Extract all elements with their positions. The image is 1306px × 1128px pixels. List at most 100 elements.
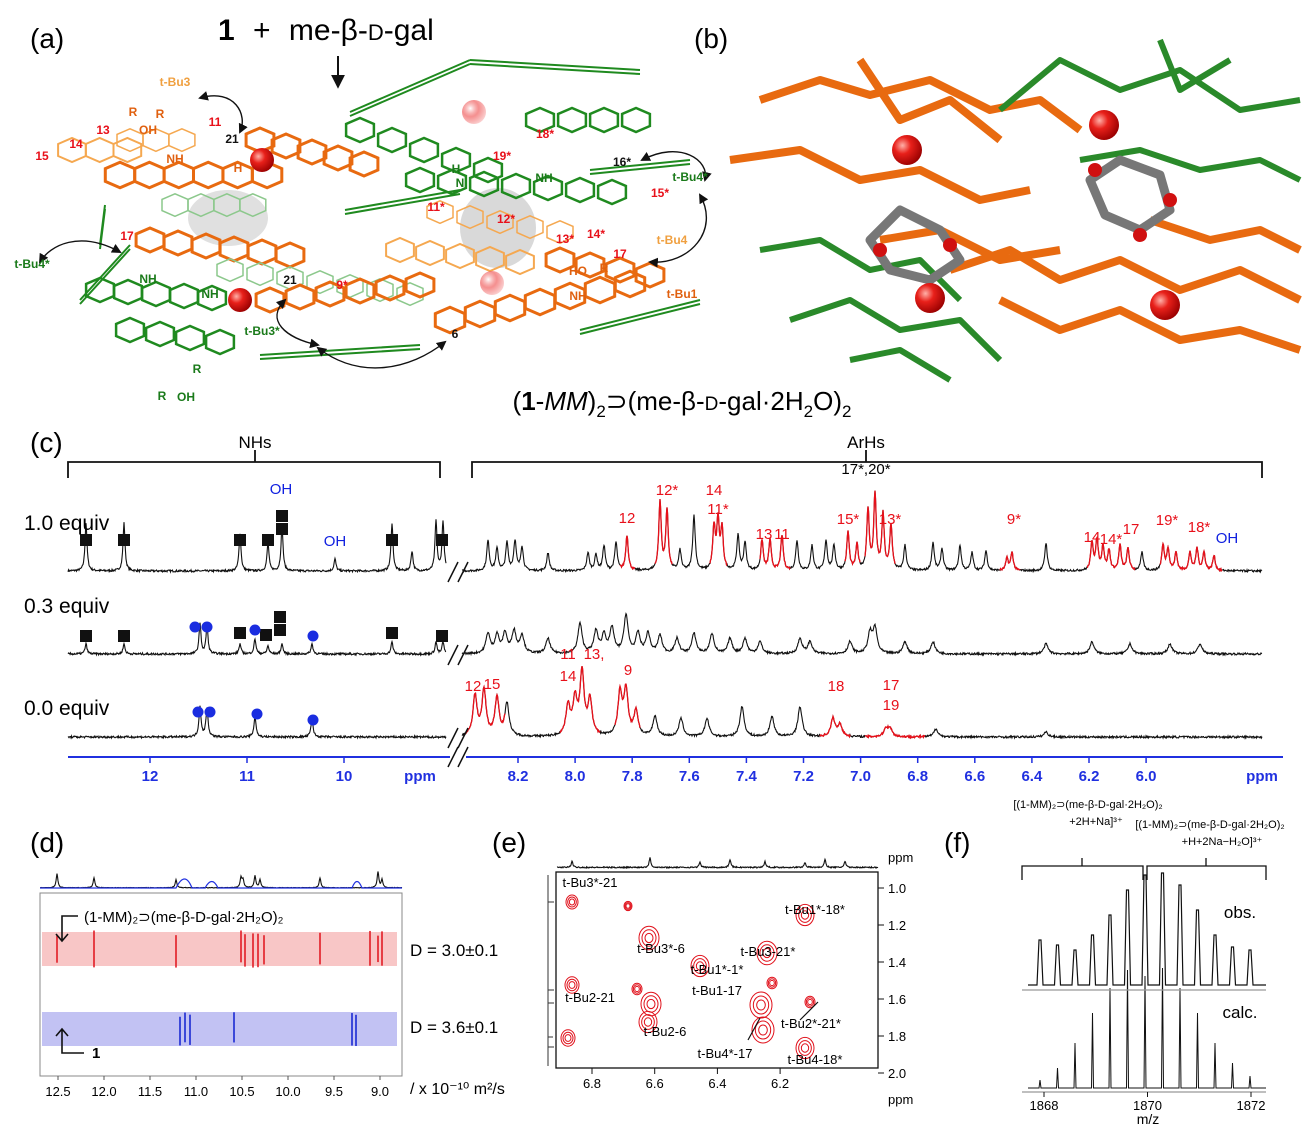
peak-label: 11* bbox=[707, 501, 729, 518]
nh-marker bbox=[192, 706, 204, 718]
nh-marker bbox=[234, 627, 246, 639]
cross-peak bbox=[690, 954, 710, 978]
ring bbox=[472, 156, 504, 184]
ring bbox=[254, 286, 286, 314]
cross-peak-label: t-Bu4-18* bbox=[788, 1052, 843, 1067]
axis-unit: ppm bbox=[888, 1092, 913, 1107]
cross-peak-label: t-Bu1*-1* bbox=[691, 962, 744, 977]
atom-label: H bbox=[452, 162, 461, 176]
peak-note: 17*,20* bbox=[841, 461, 890, 478]
ring bbox=[112, 278, 144, 306]
cross-peak bbox=[754, 1020, 772, 1040]
peak-label: 17 bbox=[883, 677, 900, 694]
nh-marker bbox=[262, 534, 274, 546]
ring bbox=[475, 245, 505, 273]
cross-peak bbox=[800, 1043, 810, 1053]
axis-break bbox=[447, 644, 469, 666]
cross-peak bbox=[800, 910, 810, 920]
trace-label: 0.0 equiv bbox=[24, 697, 110, 720]
ring bbox=[84, 276, 116, 304]
ion-label: [(1-MM)₂⊃(me-β-D-gal·2H₂O)₂ bbox=[1135, 819, 1284, 831]
cross-peak bbox=[693, 958, 707, 974]
stick bbox=[998, 296, 1302, 354]
x-tick-label: 10.5 bbox=[229, 1084, 254, 1099]
cross-peak bbox=[560, 1029, 576, 1047]
spectrum-trace bbox=[461, 666, 1263, 741]
x-tick-label: 1868 bbox=[1030, 1098, 1059, 1113]
c: 2 bbox=[842, 402, 851, 421]
cross-peak bbox=[769, 979, 775, 987]
nOe-arrow bbox=[39, 240, 122, 264]
nh-marker bbox=[80, 534, 92, 546]
ring bbox=[385, 236, 415, 264]
cross-peak-label: t-Bu4*-17 bbox=[698, 1046, 753, 1061]
atom-label: t-Bu3 bbox=[160, 75, 191, 89]
spectrum-highlight bbox=[1086, 536, 1136, 571]
ring bbox=[436, 168, 468, 196]
group-label: NHs bbox=[238, 433, 271, 452]
c: O) bbox=[813, 386, 842, 416]
group-label: ArHs bbox=[847, 433, 885, 452]
spectrum-highlight bbox=[559, 666, 601, 734]
oxygen bbox=[873, 243, 887, 257]
plus: + bbox=[253, 14, 271, 47]
atom-label: OH bbox=[139, 123, 157, 137]
axis-break bbox=[447, 727, 469, 749]
noesy-plot: t-Bu3*-21 t-Bu3*-6 t-Bu1*-1* t-Bu1*-18* t-Bu… bbox=[547, 857, 906, 1091]
nh-marker bbox=[201, 621, 213, 633]
atom-label: 21 bbox=[225, 132, 239, 146]
cross-peak bbox=[638, 1010, 658, 1034]
ring bbox=[190, 232, 222, 260]
nOe-arrow bbox=[640, 151, 712, 182]
spectrum-highlight bbox=[464, 684, 506, 735]
nh-marker bbox=[276, 523, 288, 535]
cross-peak-label: t-Bu2*-21* bbox=[781, 1016, 841, 1031]
stick bbox=[998, 57, 1301, 113]
atom-label: 18* bbox=[536, 127, 554, 141]
water-oxygen bbox=[250, 148, 274, 172]
x-tick-label: 9.5 bbox=[325, 1084, 343, 1099]
ring bbox=[532, 174, 564, 202]
peak-label: 11 bbox=[560, 646, 576, 663]
peak-label: 17 bbox=[1123, 521, 1140, 538]
ring bbox=[486, 209, 514, 235]
ring bbox=[196, 284, 228, 312]
ring bbox=[140, 280, 172, 308]
atom-label: 6 bbox=[452, 327, 459, 341]
atom-label: NH bbox=[535, 171, 552, 185]
cross-peak bbox=[766, 976, 778, 990]
peak-label: 19 bbox=[883, 697, 900, 714]
x-tick-label: 10.0 bbox=[275, 1084, 300, 1099]
ring bbox=[216, 257, 244, 283]
ring bbox=[445, 242, 475, 270]
stick bbox=[948, 246, 1302, 304]
ring bbox=[168, 282, 200, 310]
ring bbox=[604, 256, 636, 284]
ion-label: +2H+Na]³⁺ bbox=[1069, 816, 1123, 828]
spectrum-trace bbox=[1028, 872, 1266, 986]
x-tick-label: 7.8 bbox=[622, 768, 643, 785]
stick bbox=[849, 347, 952, 383]
ring bbox=[133, 160, 166, 190]
atom-label: 14* bbox=[587, 227, 605, 241]
ring bbox=[404, 166, 436, 194]
peak-label: 13, bbox=[584, 646, 605, 663]
alkyne bbox=[349, 59, 471, 117]
spectrum-trace bbox=[461, 612, 1263, 657]
trace-label: calc. bbox=[1223, 1003, 1258, 1022]
ring bbox=[620, 106, 652, 134]
spectrum-trace bbox=[461, 490, 1263, 574]
ring bbox=[588, 106, 620, 134]
guest-ghost bbox=[460, 188, 536, 268]
c: 2 bbox=[804, 402, 813, 421]
stick bbox=[758, 76, 1083, 134]
axis-unit: ppm bbox=[888, 850, 913, 865]
atom-label: R bbox=[158, 389, 167, 403]
compound: 1 bbox=[218, 14, 235, 47]
ring bbox=[524, 106, 556, 134]
ring bbox=[162, 160, 195, 190]
atom-label: t-Bu4 bbox=[657, 233, 688, 247]
ring bbox=[322, 144, 354, 172]
y-tick-label: 1.0 bbox=[888, 881, 906, 896]
ion-label: [(1-MM)₂⊃(me-β-D-gal·2H₂O)₂ bbox=[1013, 799, 1162, 811]
